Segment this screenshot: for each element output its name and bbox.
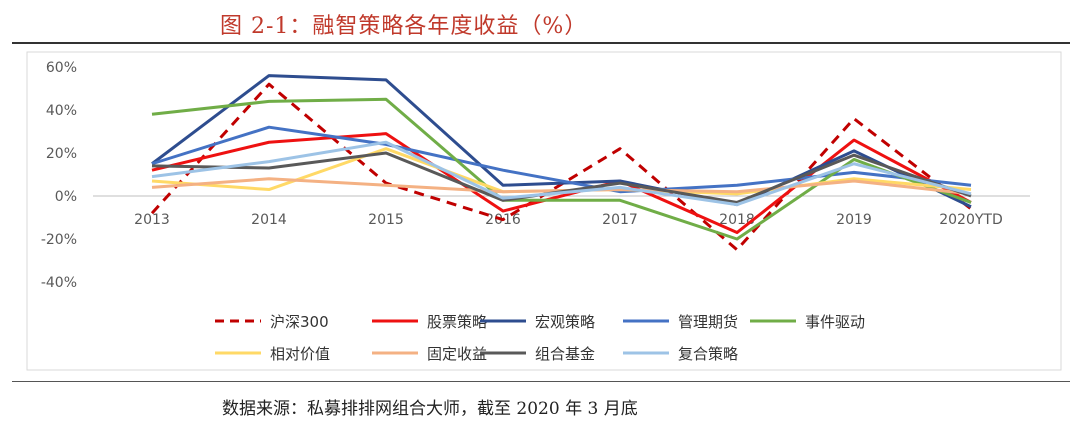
- x-axis-ticks: 2013 2014 2015 2016 2017 2018 2019 2020YTD: [134, 212, 1003, 228]
- series-line-5: [151, 97, 972, 241]
- y-tick-label: 20%: [46, 146, 77, 162]
- legend-label: 相对价值: [270, 345, 330, 363]
- y-tick-label: 60%: [46, 60, 77, 76]
- legend-label: 固定收益: [427, 345, 487, 363]
- y-tick-label: -20%: [41, 232, 77, 248]
- x-tick-label: 2019: [836, 212, 872, 228]
- series-line-3: [151, 74, 972, 209]
- legend-label: 沪深300: [270, 313, 329, 331]
- bottom-divider: [12, 381, 1070, 382]
- top-divider: [12, 42, 1070, 44]
- legend-label: 组合基金: [535, 345, 595, 363]
- series-line-9: [151, 140, 972, 207]
- x-tick-label: 2013: [134, 212, 170, 228]
- y-tick-label: 40%: [46, 103, 77, 119]
- x-tick-label: 2015: [368, 212, 404, 228]
- data-source-note: 数据来源：私募排排网组合大师，截至 2020 年 3 月底: [222, 399, 638, 419]
- series-lines: [150, 74, 972, 252]
- y-tick-label: 0%: [55, 189, 77, 205]
- legend-label: 复合策略: [678, 345, 738, 363]
- y-tick-label: -40%: [41, 275, 77, 291]
- x-tick-label: 2014: [251, 212, 287, 228]
- legend-label: 管理期货: [678, 313, 738, 331]
- series-line-2: [151, 132, 972, 235]
- x-tick-label: 2017: [602, 212, 638, 228]
- chart-frame: [26, 51, 1062, 371]
- chart-title: 图 2-1：融智策略各年度收益（%）: [220, 14, 588, 39]
- legend-label: 事件驱动: [805, 313, 865, 331]
- legend-label: 股票策略: [427, 313, 487, 331]
- legend-label: 宏观策略: [535, 313, 595, 331]
- y-axis-ticks: 60% 40% 20% 0% -20% -40%: [41, 60, 77, 291]
- x-tick-label: 2020YTD: [939, 212, 1003, 228]
